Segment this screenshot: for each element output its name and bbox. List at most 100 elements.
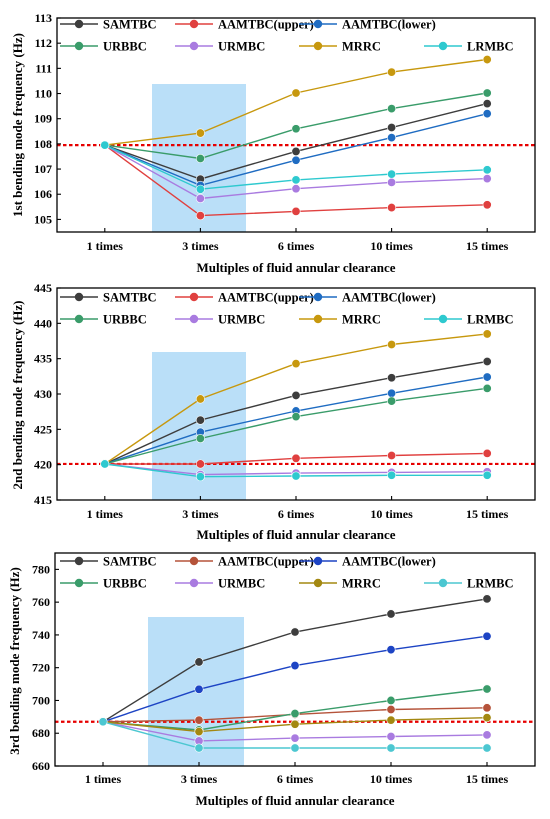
data-point (386, 704, 396, 714)
legend-item: URBBC (60, 313, 147, 327)
legend-item: MRRC (299, 313, 381, 327)
y-tick-label: 105 (34, 212, 52, 226)
legend-item: AAMTBC(upper) (175, 555, 314, 569)
data-point (482, 631, 492, 641)
legend-label: MRRC (342, 40, 381, 54)
legend-marker (313, 314, 323, 324)
data-point (387, 203, 397, 213)
legend-label: AAMTBC(upper) (218, 555, 314, 569)
data-point (482, 713, 492, 723)
data-point (291, 88, 301, 98)
data-point (195, 153, 205, 163)
legend-item: LRMBC (424, 577, 514, 591)
data-point (482, 165, 492, 175)
legend-item: AAMTBC(upper) (175, 18, 314, 32)
x-tick-label: 6 times (277, 772, 314, 786)
data-point (290, 719, 300, 729)
legend-item: LRMBC (424, 40, 514, 54)
series-urbbc (100, 383, 492, 469)
legend-item: AAMTBC(lower) (299, 18, 436, 32)
chart-panel-3: 660 680 700 720 740 760 780 1 times 3 times 6 tim… (7, 552, 536, 808)
data-point (387, 123, 397, 133)
y-tick-label: 109 (34, 112, 52, 126)
data-point (387, 470, 397, 480)
legend-marker (74, 19, 84, 29)
legend-marker (74, 292, 84, 302)
data-point (195, 434, 205, 444)
legend-label: SAMTBC (103, 555, 156, 569)
y-axis-title: 2nd bending mode frequency (Hz) (10, 301, 25, 490)
x-tick-label: 1 times (87, 239, 124, 253)
x-tick-label: 1 times (87, 507, 124, 521)
data-point (386, 695, 396, 705)
data-point (100, 459, 110, 469)
legend-item: MRRC (299, 577, 381, 591)
data-point (386, 609, 396, 619)
data-point (195, 184, 205, 194)
data-point (387, 450, 397, 460)
data-point (482, 470, 492, 480)
y-tick-label: 700 (32, 693, 50, 707)
data-point (482, 372, 492, 382)
legend-marker (438, 41, 448, 51)
data-point (291, 206, 301, 216)
data-point (482, 200, 492, 210)
data-point (291, 453, 301, 463)
y-tick-label: 106 (34, 187, 52, 201)
legend-label: URBBC (103, 313, 147, 327)
legend-marker (189, 578, 199, 588)
legend-marker (189, 19, 199, 29)
x-axis-title: Multiples of fluid annular clearance (195, 793, 394, 808)
data-point (98, 717, 108, 727)
x-tick-label: 6 times (278, 239, 315, 253)
x-tick-label: 3 times (182, 239, 219, 253)
legend-label: SAMTBC (103, 291, 156, 305)
data-point (290, 743, 300, 753)
legend-item: URMBC (175, 40, 265, 54)
legend-marker (189, 292, 199, 302)
y-tick-label: 435 (34, 352, 52, 366)
x-tick-label: 3 times (182, 507, 219, 521)
data-point (387, 373, 397, 383)
data-point (482, 594, 492, 604)
y-tick-label: 425 (34, 422, 52, 436)
legend-label: URMBC (218, 577, 265, 591)
y-tick-label: 430 (34, 387, 52, 401)
data-point (194, 727, 204, 737)
data-point (387, 104, 397, 114)
y-tick-label: 113 (35, 11, 52, 25)
data-point (387, 67, 397, 77)
data-point (482, 88, 492, 98)
y-tick-label: 760 (32, 595, 50, 609)
legend-label: AAMTBC(upper) (218, 18, 314, 32)
legend-item: URBBC (60, 40, 147, 54)
data-point (482, 743, 492, 753)
data-point (482, 99, 492, 109)
data-point (195, 415, 205, 425)
legend-marker (189, 314, 199, 324)
legend-marker (438, 578, 448, 588)
data-point (386, 715, 396, 725)
data-point (387, 177, 397, 187)
legend-marker (74, 314, 84, 324)
data-point (482, 109, 492, 119)
x-tick-label: 15 times (466, 772, 509, 786)
legend-marker (74, 41, 84, 51)
data-point (195, 459, 205, 469)
legend-marker (313, 578, 323, 588)
y-tick-label: 780 (32, 562, 50, 576)
data-point (195, 394, 205, 404)
series-aamtbc-lower- (98, 631, 492, 727)
data-point (386, 743, 396, 753)
legend-label: AAMTBC(upper) (218, 291, 314, 305)
y-tick-label: 660 (32, 759, 50, 773)
data-point (290, 661, 300, 671)
data-point (291, 412, 301, 422)
y-tick-label: 720 (32, 661, 50, 675)
data-point (386, 732, 396, 742)
x-tick-label: 3 times (181, 772, 218, 786)
x-tick-label: 10 times (370, 239, 413, 253)
data-point (195, 128, 205, 138)
data-point (194, 715, 204, 725)
